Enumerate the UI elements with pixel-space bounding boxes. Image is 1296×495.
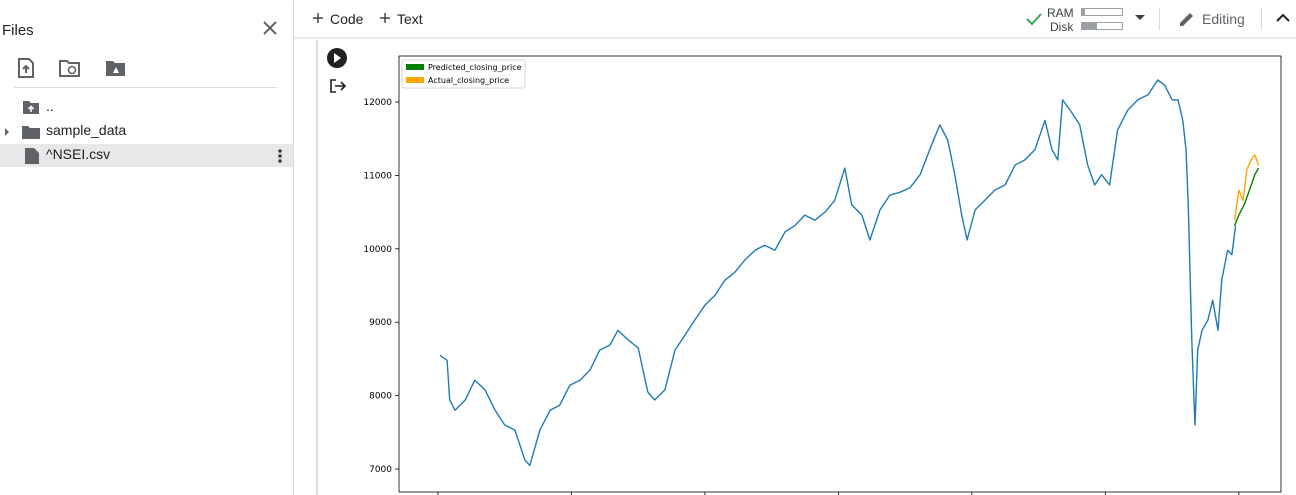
separator [1261, 8, 1262, 30]
ram-label: RAM [1047, 6, 1074, 20]
cell-controls [327, 48, 347, 93]
separator [1159, 8, 1160, 30]
selected-row[interactable] [0, 144, 293, 167]
data-line [439, 79, 1237, 467]
y-tick-label: 7000 [369, 465, 392, 475]
plus-icon [313, 13, 323, 23]
upload-icon[interactable] [18, 58, 34, 78]
more-menu[interactable] [276, 148, 284, 164]
y-tick-label: 9000 [369, 318, 392, 328]
drive-icon[interactable] [106, 61, 125, 76]
editing-mode[interactable]: Editing [1202, 11, 1245, 27]
collapse-icon[interactable] [1276, 13, 1290, 23]
legend-label: Predicted_closing_price [428, 63, 522, 72]
file-item[interactable]: sample_data [46, 122, 127, 138]
divider [14, 87, 277, 88]
resource-bars[interactable] [1081, 8, 1125, 32]
legend-swatch [406, 64, 424, 70]
y-tick-label: 12000 [363, 98, 392, 108]
file-actions [18, 58, 125, 78]
toolbar: Code Text RAM Disk Editing [294, 0, 1296, 38]
file-sidebar: Files .. sample_data ^NSEI.csv [0, 0, 294, 495]
cell-border [316, 40, 318, 495]
legend-swatch [406, 77, 424, 83]
dropdown-arrow[interactable] [1134, 14, 1146, 22]
y-tick-label: 8000 [369, 392, 392, 402]
add-text-button[interactable]: Text [397, 11, 423, 27]
legend-label: Actual_closing_price [428, 76, 509, 85]
y-tick-label: 10000 [363, 245, 392, 255]
plus-icon [380, 13, 390, 23]
add-code-button[interactable]: Code [330, 11, 364, 27]
close-button[interactable] [258, 16, 282, 40]
disk-label: Disk [1050, 20, 1074, 34]
folder-icon [5, 126, 40, 139]
run-button[interactable] [327, 48, 347, 68]
legend-box [401, 59, 526, 89]
y-tick-label: 11000 [363, 171, 392, 181]
output-icon[interactable] [330, 79, 347, 93]
file-icon [25, 148, 39, 164]
file-item[interactable]: ^NSEI.csv [46, 146, 111, 162]
data-line [1233, 154, 1260, 221]
check-icon [1026, 13, 1042, 26]
plot-frame [398, 55, 1282, 493]
sidebar-title: Files [2, 22, 34, 39]
parent-folder-icon [23, 101, 39, 114]
file-item[interactable]: .. [46, 98, 54, 114]
refresh-icon[interactable] [59, 60, 80, 77]
pencil-icon [1180, 13, 1193, 26]
data-line [1233, 167, 1260, 226]
